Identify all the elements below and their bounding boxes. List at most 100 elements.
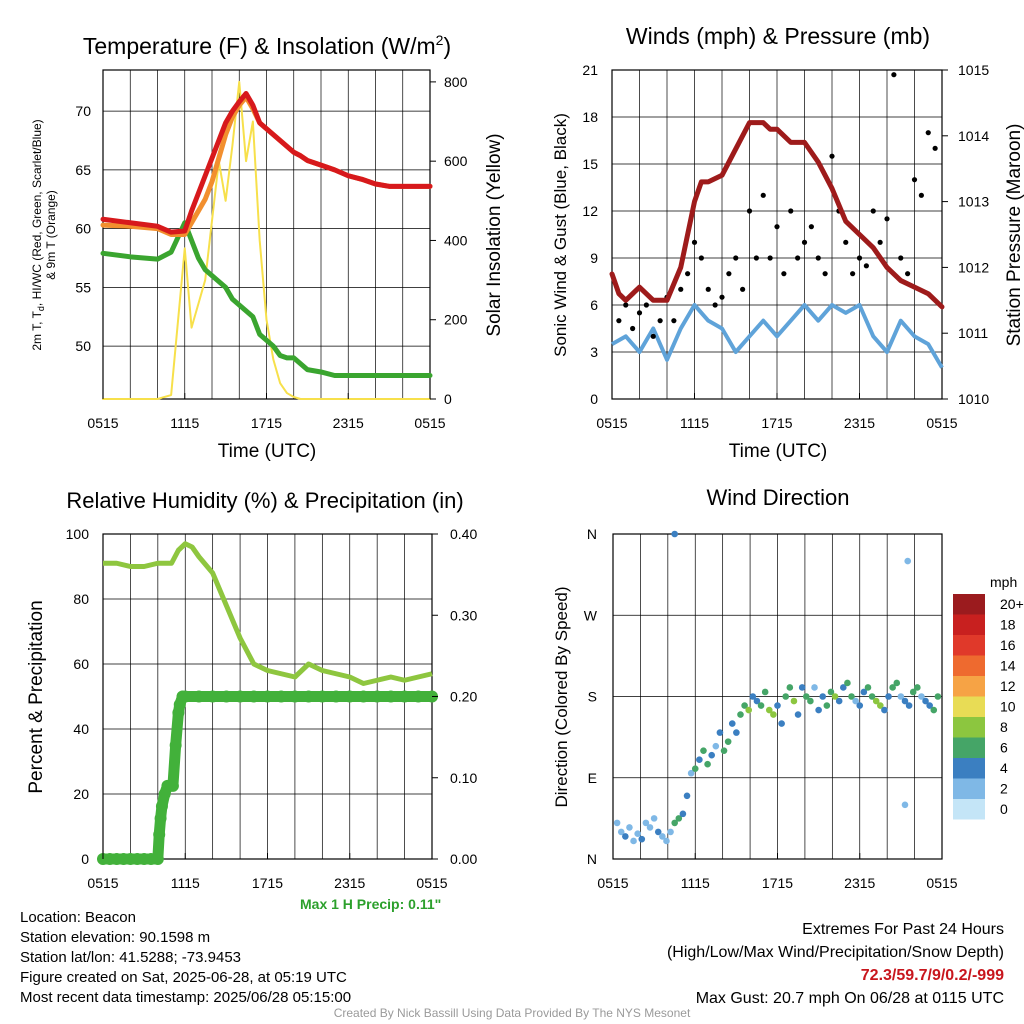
temp-xticks: 0515 1115 1715 2315 0515 (87, 393, 446, 431)
legend-swatch (953, 717, 985, 738)
direction-point (749, 693, 757, 700)
direction-point (700, 747, 707, 754)
direction-point (683, 792, 691, 800)
gust-point (616, 318, 622, 324)
direction-point (815, 706, 822, 714)
y-tick-label: 21 (582, 62, 598, 78)
y-tick-label: 0 (81, 851, 89, 867)
gust-point (746, 208, 753, 214)
direction-point (728, 720, 736, 727)
legend-label: 14 (1000, 658, 1016, 674)
temp-title: Temperature (F) & Insolation (W/m2) (83, 32, 451, 59)
direction-point (638, 835, 646, 843)
legend-swatch (953, 614, 985, 635)
direction-point (918, 693, 925, 700)
info-elevation: Station elevation: 90.1598 m (20, 929, 211, 946)
direction-point (663, 837, 670, 845)
legend-label: 6 (1000, 740, 1008, 756)
direction-point (741, 702, 748, 709)
direction-point (696, 756, 703, 763)
wind-xlabel: Time (UTC) (729, 441, 828, 462)
gust-point (623, 302, 629, 308)
y-tick-label: 50 (75, 338, 91, 354)
y-tick-label-right: 0 (444, 391, 452, 407)
gust-point (740, 286, 746, 292)
y-tick-label: 0 (590, 391, 598, 407)
y-tick-label: 20 (73, 786, 89, 802)
gust-point (781, 271, 787, 277)
y-tick-label: 65 (75, 162, 91, 178)
direction-point (733, 729, 740, 736)
direction-point (671, 819, 678, 827)
wind-chart: Winds (mph) & Pressure (mb) 0 3 6 9 12 15 18 21… (551, 23, 1024, 462)
y-tick-label-right: 1014 (958, 128, 989, 144)
direction-point (848, 693, 855, 700)
direction-point (724, 738, 732, 745)
direction-point (823, 702, 831, 709)
direction-point (790, 697, 798, 705)
gust-point (733, 255, 739, 261)
direction-point (860, 688, 868, 696)
direction-point (926, 702, 933, 709)
legend-swatch (953, 696, 985, 717)
direction-point (770, 711, 777, 718)
y-tick-label: N (587, 851, 597, 867)
x-tick-label: 0515 (87, 875, 118, 891)
dir-grid (613, 534, 942, 859)
wind-series (609, 72, 945, 369)
wind-ylabel-right: Station Pressure (Maroon) (1004, 124, 1024, 347)
x-tick-label: 2315 (334, 875, 365, 891)
series-station-pressure (609, 120, 945, 310)
gust-point (884, 216, 890, 222)
direction-point (885, 693, 892, 700)
dir-yticks-left: N E S W N (584, 526, 598, 867)
x-tick-label: 1715 (251, 415, 282, 431)
direction-point (914, 684, 921, 691)
y-tick-label-right: 800 (444, 74, 468, 90)
y-tick-label: W (584, 607, 598, 623)
direction-point (798, 684, 806, 691)
x-tick-label: 1115 (680, 415, 709, 431)
temp-grid (103, 70, 430, 399)
direction-point (704, 760, 711, 768)
direction-point (708, 751, 715, 759)
gust-point (795, 255, 801, 261)
direction-point (840, 684, 847, 691)
x-tick-label: 0515 (87, 415, 118, 431)
direction-point (904, 557, 912, 565)
y-tick-label-right: 600 (444, 153, 468, 169)
direction-point (687, 769, 695, 777)
direction-point (622, 833, 629, 840)
direction-point (844, 679, 851, 687)
direction-point (930, 706, 938, 714)
legend-label: 2 (1000, 781, 1008, 797)
direction-point (630, 837, 637, 845)
extremes-subtitle: (High/Low/Max Wind/Precipitation/Snow De… (666, 944, 1004, 961)
gust-point (630, 325, 636, 332)
y-tick-label: 70 (75, 103, 91, 119)
y-tick-label: 55 (75, 279, 91, 295)
direction-point (782, 693, 790, 700)
extremes-gust: Max Gust: 20.7 mph On 06/28 at 0115 UTC (695, 990, 1004, 1007)
legend-label: 0 (1000, 801, 1008, 817)
gust-point (891, 72, 897, 78)
legend-label: 4 (1000, 760, 1008, 776)
direction-point (774, 702, 781, 709)
gust-point (753, 255, 759, 261)
y-tick-label-right: 400 (444, 232, 468, 248)
direction-point (852, 697, 859, 705)
gust-point (829, 153, 835, 159)
gust-point (808, 224, 814, 230)
rh-xticks: 0515 1115 1715 2315 0515 (87, 853, 448, 891)
legend-swatch (953, 778, 985, 799)
x-tick-label: 1715 (761, 415, 792, 431)
dir-xticks: 0515 1115 1715 2315 0515 (597, 853, 958, 891)
y-tick-label-right: 0.30 (450, 607, 477, 623)
gust-point (760, 192, 766, 198)
dir-ylabel-left: Direction (Colored By Speed) (552, 586, 571, 807)
y-tick-label: 40 (73, 721, 89, 737)
temp-yticks-left: 50 55 60 65 70 (75, 103, 91, 354)
direction-point (646, 824, 654, 831)
y-tick-label: 100 (66, 526, 90, 542)
direction-point (881, 706, 888, 714)
